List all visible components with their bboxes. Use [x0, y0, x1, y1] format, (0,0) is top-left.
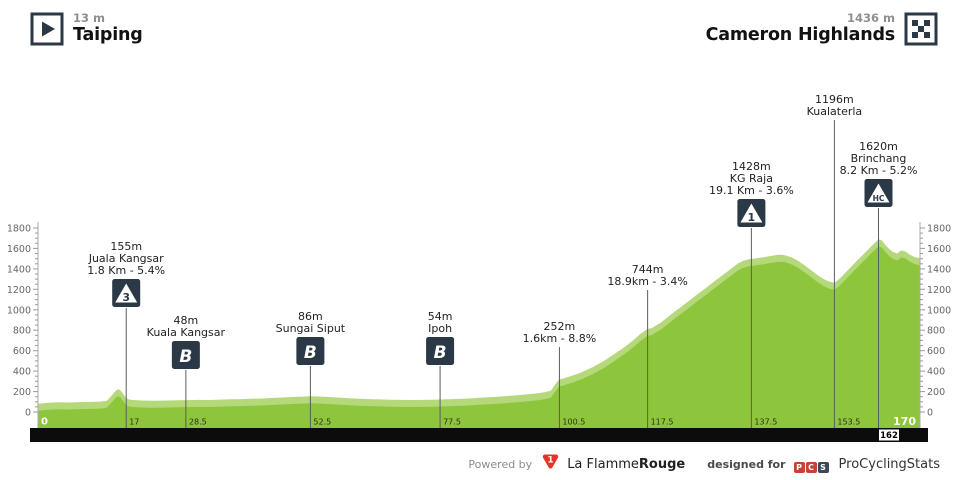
y-axis-label: 1400	[927, 264, 951, 275]
marker-label: Kualaterla	[807, 105, 863, 118]
marker-label: 48m	[174, 314, 199, 327]
y-axis-label: 600	[927, 346, 945, 357]
y-axis-label: 800	[13, 326, 31, 337]
extra-km-box	[879, 429, 899, 441]
finish-icon	[904, 12, 938, 50]
finish-name: Cameron Highlands	[705, 25, 896, 46]
marker-label: 744m	[632, 263, 664, 276]
x-tick-label: 100.5	[562, 418, 585, 427]
x-tick-label: 28.5	[189, 418, 207, 427]
svg-text:3: 3	[122, 291, 130, 304]
marker-label: 1.6km - 8.8%	[523, 332, 597, 345]
footer: Powered by 1 La FlammeRouge designed for…	[0, 448, 960, 480]
y-axis-label: 1000	[927, 305, 951, 316]
profile-area	[38, 246, 920, 428]
svg-text:1: 1	[748, 211, 756, 224]
start-elevation: 13 m	[73, 11, 105, 25]
x-tick-label: 52.5	[313, 418, 331, 427]
marker-label: 18.9km - 3.4%	[607, 275, 688, 288]
y-axis-label: 1200	[7, 285, 31, 296]
distance-bar	[30, 428, 928, 442]
marker-label: 1428m	[732, 160, 771, 173]
extra-km-label: 162	[880, 431, 898, 441]
x-tick-label: 17	[129, 418, 139, 427]
marker-label: Brinchang	[851, 152, 907, 165]
profile-header: 13 m Taiping 1436 m Cameron Highlands	[0, 0, 960, 48]
y-axis-left: 0 200 400 600 800 1000 1200 1400 1600 1800	[7, 222, 39, 428]
marker-label: 1.8 Km - 5.4%	[87, 264, 165, 277]
y-axis-label: 1600	[7, 244, 31, 255]
y-axis-label: 400	[13, 367, 31, 378]
x-tick-label: 137.5	[754, 418, 777, 427]
y-axis-label: 1600	[927, 244, 951, 255]
svg-text:B: B	[434, 343, 447, 363]
svg-text:B: B	[304, 343, 317, 363]
marker-label: 8.2 Km - 5.2%	[840, 164, 918, 177]
sprint-icon	[171, 341, 200, 369]
la-flamme-rouge-link[interactable]: La FlammeRouge	[567, 456, 686, 472]
designed-for-label: designed for	[707, 457, 786, 471]
svg-text:1: 1	[548, 456, 554, 466]
marker-label: Ipoh	[428, 322, 452, 335]
marker-label: 86m	[298, 310, 323, 323]
elevation-chart: 0200400600800100012001400160018000200400…	[7, 93, 951, 442]
marker-label: 54m	[428, 310, 453, 323]
marker-label: Kuala Kangsar	[147, 326, 226, 339]
y-axis-label: 200	[13, 387, 31, 398]
x-tick-label: 77.5	[443, 418, 461, 427]
marker-label: Sungai Siput	[276, 322, 346, 335]
la-flamme-rouge-logo-icon[interactable]: 1	[541, 453, 560, 475]
x-tick-label: 153.5	[837, 418, 860, 427]
marker-label: Juala Kangsar	[88, 252, 164, 265]
y-axis-right: 0 200 400 600 800 1000 1200 1400 1600 1800	[919, 222, 951, 428]
sprint-icon	[296, 337, 325, 365]
marker-label: 252m	[544, 320, 576, 333]
marker-label: 155m	[110, 240, 142, 253]
y-axis-label: 400	[927, 367, 945, 378]
marker-label: 19.1 Km - 3.6%	[709, 184, 794, 197]
y-axis-label: 600	[13, 346, 31, 357]
marker-label: 1620m	[859, 140, 898, 153]
y-axis-label: 1000	[7, 305, 31, 316]
svg-text:B: B	[179, 347, 192, 367]
y-axis-label: 0	[927, 408, 933, 419]
marker-label: 1196m	[815, 93, 854, 106]
finish-block: 1436 m Cameron Highlands	[705, 11, 938, 50]
start-block: 13 m Taiping	[30, 11, 143, 50]
sprint-icon	[426, 337, 455, 365]
x-tick-label: 117.5	[651, 418, 674, 427]
finish-elevation: 1436 m	[847, 11, 895, 25]
y-axis-label: 800	[927, 326, 945, 337]
y-axis-label: 1200	[927, 285, 951, 296]
x-tick-label: 170	[893, 415, 916, 428]
powered-by-label: Powered by	[468, 457, 533, 471]
x-tick-label: 0	[41, 417, 48, 428]
y-axis-label: 1400	[7, 264, 31, 275]
y-axis-label: 1800	[7, 224, 31, 235]
start-icon	[30, 12, 64, 50]
y-axis-label: 0	[25, 408, 31, 419]
marker-label: KG Raja	[730, 172, 773, 185]
svg-text:HC: HC	[873, 194, 885, 203]
y-axis-label: 1800	[927, 224, 951, 235]
start-name: Taiping	[73, 25, 143, 46]
procyclingstats-link[interactable]: ProCyclingStats	[838, 456, 940, 472]
y-axis-label: 200	[927, 387, 945, 398]
